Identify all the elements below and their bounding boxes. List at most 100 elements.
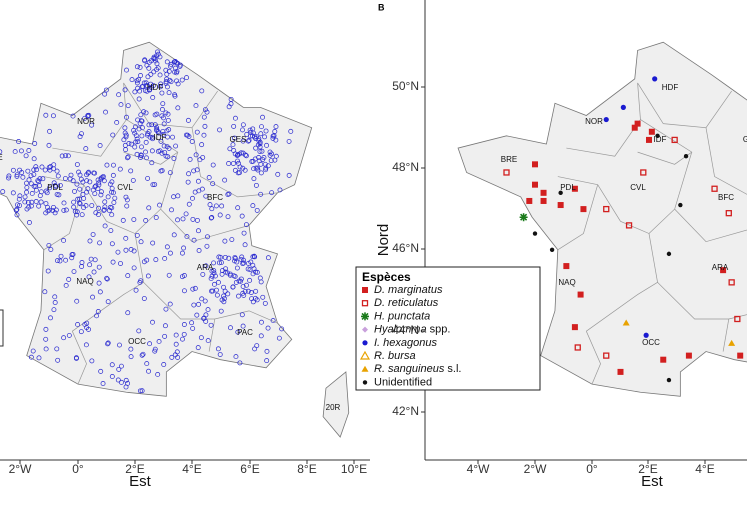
sample-point: [18, 148, 24, 154]
sample-point: [162, 333, 168, 339]
x-tick-label: 2°W: [524, 462, 547, 476]
marker: [571, 324, 578, 331]
marker: [685, 352, 692, 359]
sample-point: [144, 88, 150, 94]
region-border: [134, 233, 278, 324]
sample-point: [143, 149, 148, 155]
marker: [655, 133, 660, 139]
sample-point: [136, 126, 142, 132]
sample-point: [92, 184, 98, 190]
sample-point: [70, 113, 76, 119]
sample-point: [10, 167, 16, 173]
sample-point: [193, 152, 199, 158]
sample-point: [141, 80, 147, 86]
marker: [603, 352, 610, 359]
sample-point: [203, 318, 209, 324]
sample-point: [276, 335, 282, 341]
sample-point: [221, 296, 227, 301]
marker: [362, 380, 368, 385]
sample-point: [165, 117, 171, 123]
sample-point: [104, 276, 110, 282]
sample-point: [92, 257, 98, 263]
sample-point: [135, 139, 141, 145]
sample-point: [139, 352, 145, 358]
sample-point: [132, 89, 138, 95]
sample-point: [135, 85, 141, 91]
marker: [580, 206, 587, 213]
sample-point: [231, 148, 237, 153]
sample-point: [201, 114, 207, 120]
marker: [728, 339, 736, 346]
region-border: [637, 119, 693, 165]
sample-point: [151, 56, 157, 62]
legend-label: R. sanguineus s.l.: [374, 363, 461, 375]
legend-text: spp.: [427, 324, 451, 336]
legend-label: Hyalomma spp.: [374, 324, 450, 336]
sample-point: [17, 193, 23, 199]
sample-point: [235, 205, 241, 211]
sample-point: [171, 194, 177, 200]
sample-point: [207, 202, 213, 208]
sample-point: [144, 83, 150, 89]
region-border: [191, 127, 278, 198]
sample-point: [190, 216, 196, 222]
sample-point: [125, 155, 130, 161]
sample-point: [164, 59, 170, 65]
sample-point: [134, 78, 140, 84]
sample-point: [28, 181, 34, 187]
marker: [617, 368, 624, 375]
sample-point: [250, 203, 256, 209]
sample-point: [237, 170, 242, 176]
sample-point: [89, 358, 95, 364]
sample-point: [251, 166, 257, 172]
x-tick-label: 10°E: [341, 462, 367, 476]
sample-point: [286, 172, 292, 178]
sample-point: [155, 129, 161, 135]
sample-point: [138, 112, 144, 118]
sample-point: [157, 202, 163, 208]
sample-point: [25, 200, 31, 205]
sample-point: [139, 388, 145, 394]
sample-point: [205, 338, 211, 344]
sample-point: [122, 87, 128, 93]
sample-point: [270, 318, 276, 324]
sample-point: [54, 168, 60, 174]
sample-point: [215, 346, 221, 352]
sample-point: [227, 272, 233, 278]
sample-point: [186, 171, 192, 177]
y-tick-label: 50°N: [392, 79, 419, 93]
sample-point: [171, 156, 177, 161]
sample-point: [184, 132, 189, 138]
sample-point: [211, 268, 217, 274]
sample-point: [51, 180, 57, 186]
sample-point: [232, 115, 238, 121]
sample-point: [112, 195, 118, 201]
sample-point: [23, 153, 29, 159]
marker: [648, 128, 655, 135]
sample-point: [48, 247, 54, 252]
legend-italic: D. reticulatus: [374, 297, 439, 309]
marker: [666, 251, 672, 257]
sample-point: [63, 207, 69, 213]
marker: [359, 350, 371, 360]
sample-point: [74, 212, 80, 218]
sample-point: [32, 141, 38, 146]
sample-point: [153, 257, 159, 263]
sample-point: [120, 217, 126, 223]
sample-point: [43, 201, 49, 206]
sample-point: [105, 194, 111, 200]
sample-point: [105, 341, 111, 347]
sample-point: [161, 143, 167, 149]
sample-point: [137, 64, 143, 70]
sample-point: [189, 139, 195, 144]
sample-point: [191, 302, 197, 308]
sample-point: [102, 91, 108, 97]
sample-point: [256, 155, 262, 160]
marker: [666, 377, 672, 383]
sample-point: [226, 104, 232, 110]
sample-point: [194, 217, 200, 223]
region-label: ARA: [712, 263, 729, 272]
sample-point: [109, 374, 115, 379]
sample-point: [259, 124, 264, 130]
